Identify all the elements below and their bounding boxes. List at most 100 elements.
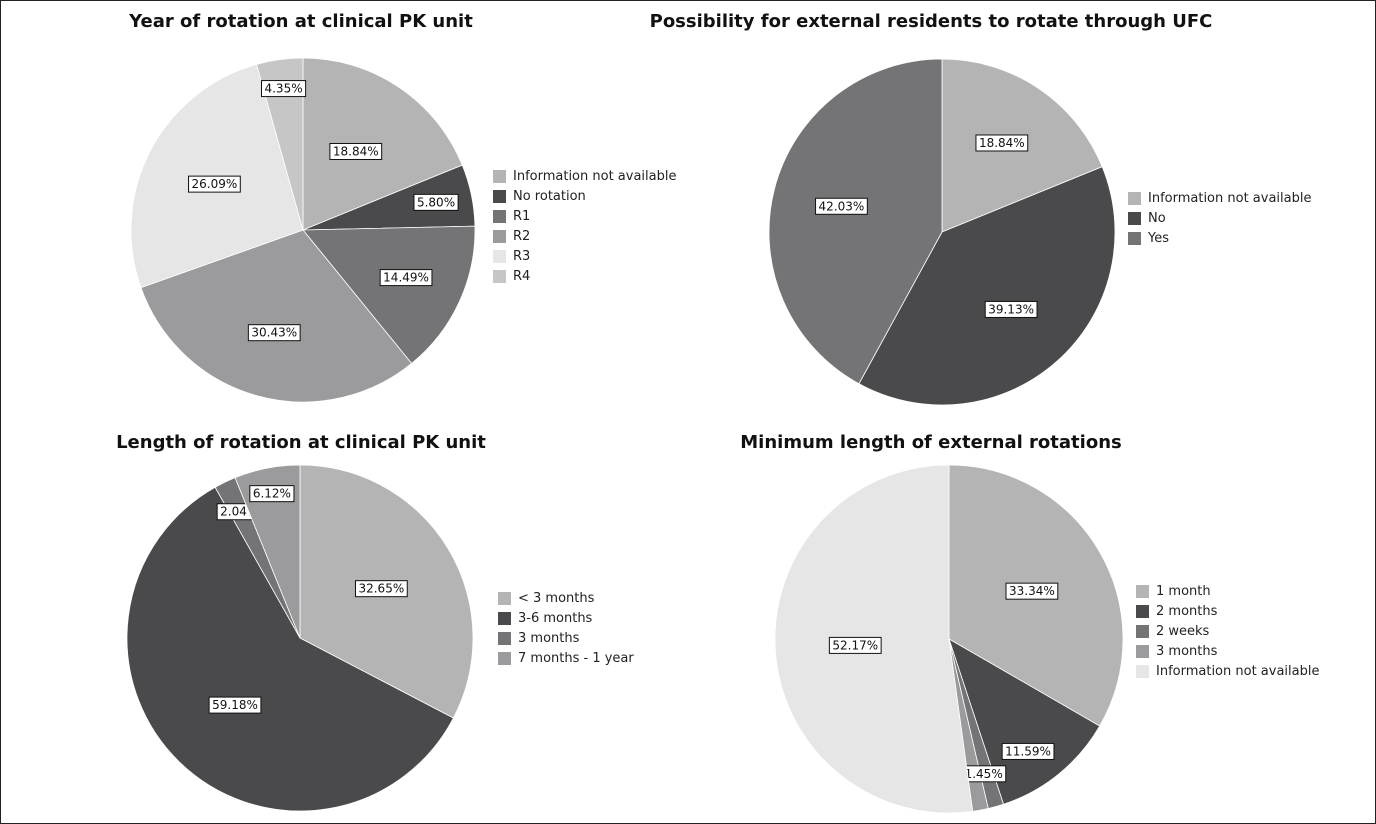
pie-slice-r1 [302,225,476,364]
data-label: 18.84% [329,142,383,160]
data-label: 33.34% [1005,582,1059,600]
legend-swatch [493,269,506,283]
legend-label: 2 months [1156,603,1218,619]
legend-swatch [498,611,511,625]
data-label-box [815,197,868,215]
pie-slice-3-6-months [126,486,454,812]
data-label-box [354,580,408,598]
data-label-text: 18.84% [333,144,379,158]
data-label: 32.65% [354,580,408,598]
legend-item: R3 [493,246,676,266]
chart-legend: < 3 months 3-6 months 3 months 7 months - 1… [498,588,634,668]
legend-swatch [498,651,511,665]
data-label: 11.59% [1001,742,1055,760]
data-label-box [260,80,307,98]
legend-item: 3-6 months [498,608,634,628]
data-label-text: 14.49% [383,271,429,285]
data-label-text: 33.34% [1009,584,1055,598]
legend-swatch [1136,664,1149,678]
data-label: 59.18% [208,696,262,714]
legend-item: R1 [493,206,676,226]
data-label-box [329,142,383,160]
data-label: 30.43% [247,324,301,342]
data-label-text: 1.45% [965,767,1003,781]
legend-item: < 3 months [498,588,634,608]
data-label: 5.80% [413,193,459,211]
legend-label: No rotation [513,188,586,204]
pie-slice-information-not-available [302,57,463,231]
legend-item: R2 [493,226,676,246]
data-label-text: 52.17% [832,638,878,652]
legend-swatch [498,631,511,645]
chart-title: Length of rotation at clinical PK unit [116,432,486,453]
data-label-box [247,324,301,342]
legend-swatch [1136,584,1149,598]
data-label-box [1005,582,1059,600]
data-label-box [975,134,1029,152]
data-label: 14.49% [379,269,433,287]
legend-swatch [493,209,506,223]
data-label: 18.84% [975,134,1029,152]
legend-item: 3 months [1136,641,1319,661]
pie-slice-7-months-1-year [234,464,301,639]
data-label-box [249,485,295,503]
data-label-text: 42.03% [819,199,865,213]
legend-label: R1 [513,208,531,224]
pie-chart: 18.84% 5.80% 14.49% 30.43% 26.09% 4.35% [130,57,476,403]
legend-label: 3 months [518,630,580,646]
data-label-box [984,300,1038,318]
legend-item: No [1128,208,1311,228]
data-label-text: 26.09% [192,177,238,191]
data-label-text: 18.84% [979,136,1025,150]
data-label-box [413,193,459,211]
pie-chart: 18.84% 39.13% 42.03% [768,58,1116,406]
legend-label: 7 months - 1 year [518,650,634,666]
data-label-text: 59.18% [212,698,258,712]
legend-item: 3 months [498,628,634,648]
data-label: 1.45% [961,765,1007,783]
legend-swatch [498,591,511,605]
data-label: 39.13% [984,300,1038,318]
legend-swatch [493,189,506,203]
data-label-text: 5.80% [417,195,455,209]
chart-title: Possibility for external residents to ro… [649,11,1213,32]
legend-item: Information not available [1128,188,1311,208]
chart-title: Year of rotation at clinical PK unit [129,11,473,32]
data-label: 6.12% [249,485,295,503]
legend-label: No [1148,210,1166,226]
legend-label: Yes [1148,230,1169,246]
legend-swatch [1136,624,1149,638]
legend-swatch [493,249,506,263]
chart-legend: Information not available No rotation R1 R2… [493,166,676,286]
legend-label: 3-6 months [518,610,593,626]
data-label-box [1001,742,1055,760]
chart-legend: Information not available No Yes [1128,188,1311,248]
legend-swatch [493,169,506,183]
legend-label: 1 month [1156,583,1211,599]
legend-label: Information not available [1156,663,1320,679]
data-label-box [188,175,241,193]
chart-legend: 1 month 2 months 2 weeks 3 months Informatio… [1136,581,1319,681]
data-label: 42.03% [815,197,868,215]
data-label-text: 11.59% [1005,744,1051,758]
data-label: 52.17% [828,636,882,654]
legend-item: 1 month [1136,581,1319,601]
data-label-box [208,696,262,714]
legend-swatch [493,229,506,243]
legend-swatch [1128,231,1141,245]
pie-slice-2-months [948,638,1101,805]
legend-item: 7 months - 1 year [498,648,634,668]
legend-label: R3 [513,248,531,264]
legend-swatch [1136,604,1149,618]
data-label-box [379,269,433,287]
data-label-text: 39.13% [988,302,1034,316]
legend-item: Information not available [493,166,676,186]
pie-slice-no [858,166,1116,406]
data-label-text: 30.43% [251,326,297,340]
data-label-text: 4.35% [264,82,302,96]
data-label: 26.09% [188,175,241,193]
legend-label: 2 weeks [1156,623,1210,639]
legend-item: 2 months [1136,601,1319,621]
pie-chart: 32.65%59.18%2.04%6.12% [126,464,474,812]
